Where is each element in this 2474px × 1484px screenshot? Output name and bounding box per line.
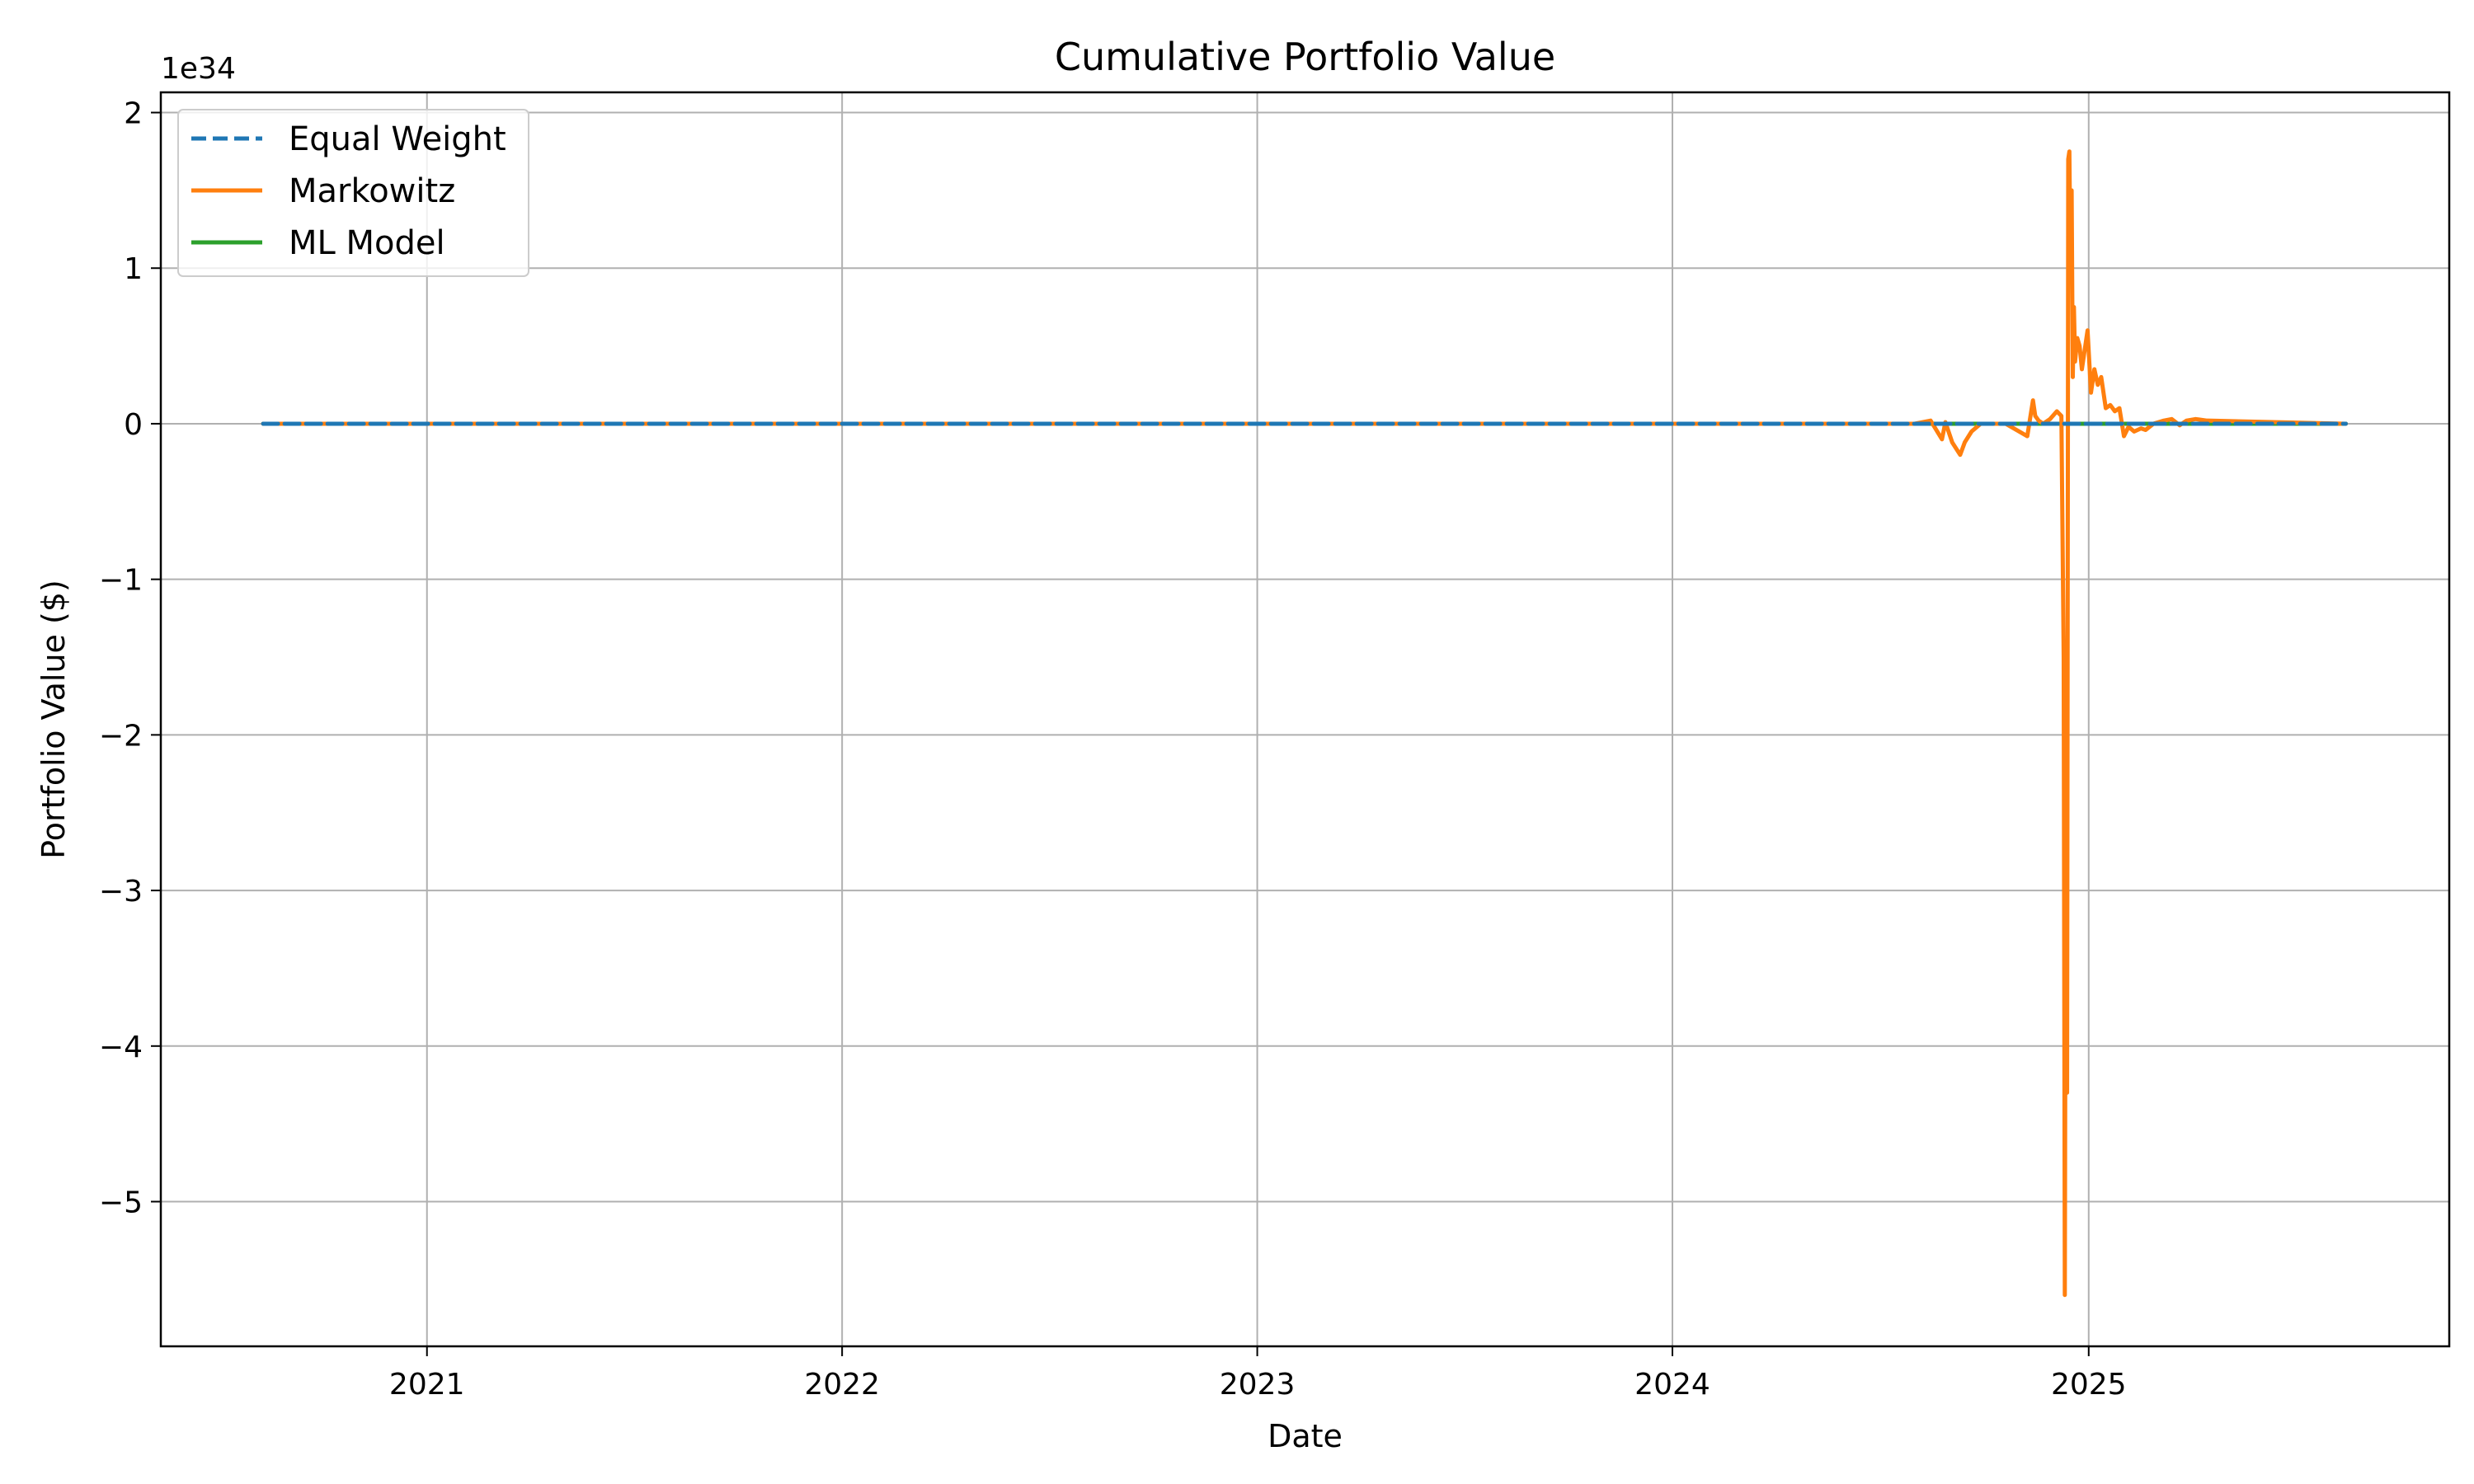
series-lines [261,149,2348,1298]
x-tick-label: 2023 [1220,1368,1296,1402]
legend: Equal Weight Markowitz ML Model [177,109,529,277]
legend-label: ML Model [289,224,445,262]
x-tick-label: 2025 [2051,1368,2127,1402]
y-tick-label: 1 [124,252,143,286]
x-axis-label: Date [1268,1418,1343,1454]
axis-ticks: 2021 2022 2023 2024 2025 2 1 0 −1 −2 −3 −4 −5 [99,97,2127,1402]
y-tick-label: 0 [124,408,143,442]
y-tick-label: −2 [99,719,143,753]
y-tick-label: −1 [99,564,143,598]
y-axis-offset-label: 1e34 [161,52,236,86]
y-tick-label: −3 [99,875,143,909]
y-axis-label: Portfolio Value ($) [35,580,72,859]
y-tick-label: 2 [124,97,143,131]
y-tick-label: −5 [99,1186,143,1220]
legend-label: Markowitz [289,172,455,210]
x-tick-label: 2022 [804,1368,880,1402]
x-tick-label: 2021 [389,1368,465,1402]
x-tick-label: 2024 [1634,1368,1710,1402]
y-tick-label: −4 [99,1031,143,1064]
legend-label: Equal Weight [289,120,506,158]
plot-frame [159,91,2451,1348]
chart-title: Cumulative Portfolio Value [1055,35,1555,79]
legend-box [177,109,529,277]
